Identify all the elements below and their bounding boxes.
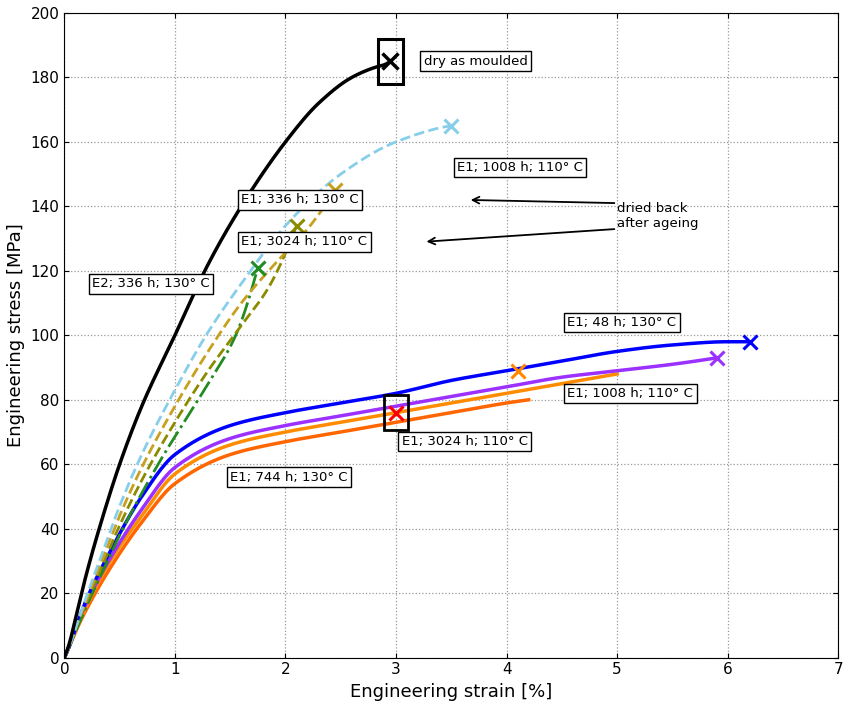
- Y-axis label: Engineering stress [MPa]: Engineering stress [MPa]: [7, 224, 25, 447]
- Text: E1; 3024 h; 110° C: E1; 3024 h; 110° C: [401, 435, 528, 448]
- Text: E1; 744 h; 130° C: E1; 744 h; 130° C: [230, 471, 348, 484]
- Bar: [378, 39, 403, 84]
- Text: E1; 3024 h; 110° C: E1; 3024 h; 110° C: [241, 235, 367, 249]
- Text: E1; 336 h; 130° C: E1; 336 h; 130° C: [241, 193, 359, 207]
- Text: dry as moulded: dry as moulded: [423, 55, 528, 68]
- Text: E1; 48 h; 130° C: E1; 48 h; 130° C: [568, 316, 677, 329]
- Text: E2; 336 h; 130° C: E2; 336 h; 130° C: [92, 278, 210, 290]
- Text: dried back
after ageing: dried back after ageing: [617, 202, 699, 230]
- Bar: [384, 395, 408, 430]
- Text: E1; 1008 h; 110° C: E1; 1008 h; 110° C: [456, 161, 583, 174]
- Text: E1; 1008 h; 110° C: E1; 1008 h; 110° C: [568, 387, 694, 400]
- X-axis label: Engineering strain [%]: Engineering strain [%]: [350, 683, 552, 701]
